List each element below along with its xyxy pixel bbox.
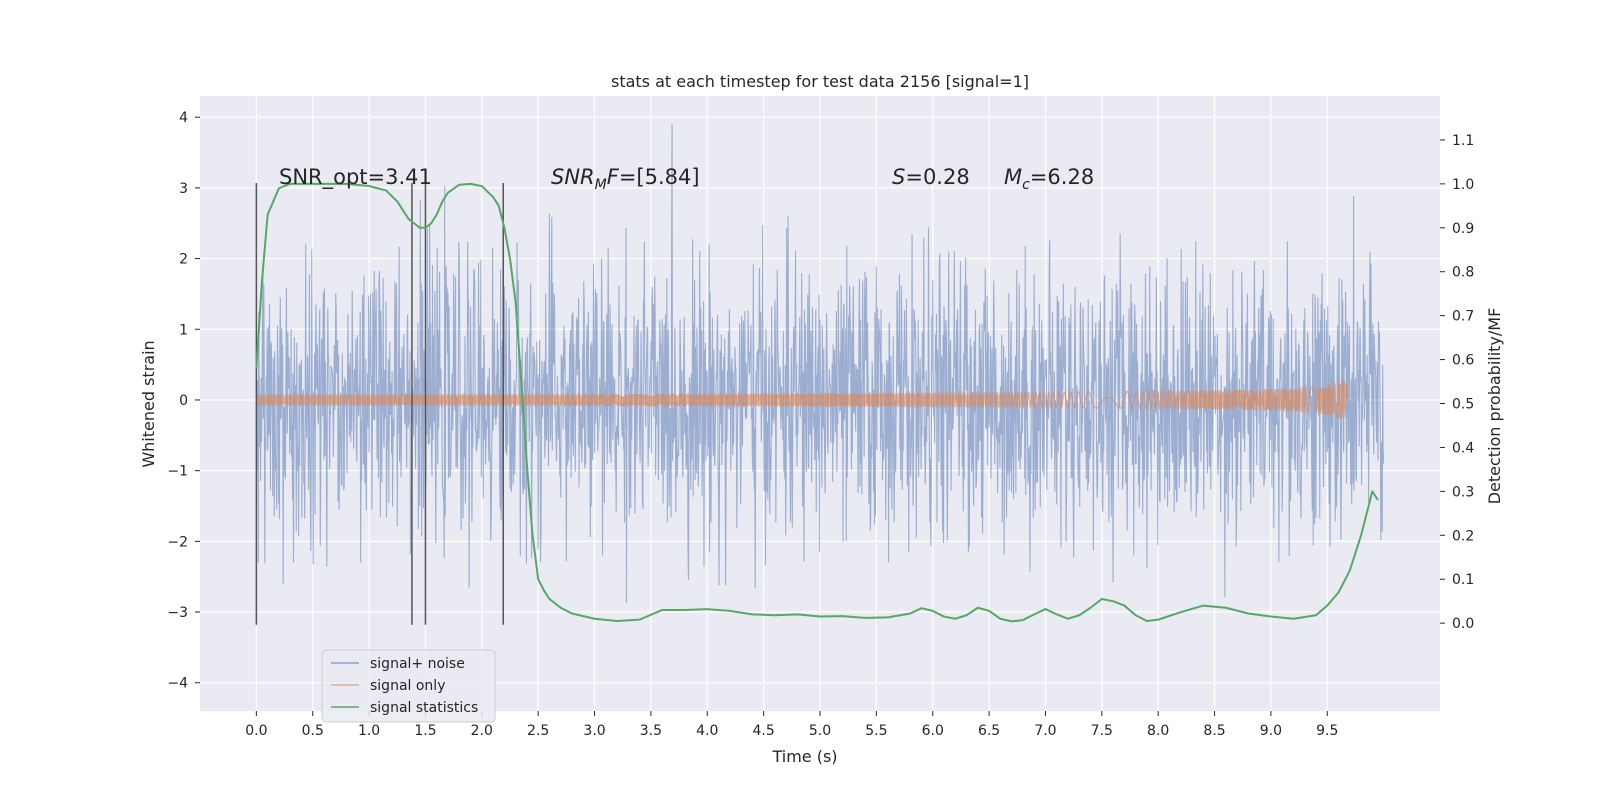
y2-tick-label-5: 0.5 [1452, 397, 1474, 413]
statistics-line [255, 182, 1379, 623]
x-tick-label-11: 5.5 [865, 723, 887, 739]
annotation-s-stat: S=0.28 [892, 165, 970, 189]
x-tick-label-6: 3.0 [583, 723, 605, 739]
x-tick-label-16: 8.0 [1147, 723, 1169, 739]
marker-lines [255, 182, 504, 625]
noise-trace [255, 124, 1385, 603]
annotation-mc-stat: Mc=6.28 [1004, 165, 1094, 193]
x-tick-label-9: 4.5 [753, 723, 775, 739]
x-tick-label-14: 7.0 [1034, 723, 1056, 739]
y2-tick-label-2: 0.2 [1452, 528, 1474, 544]
y2-tick-label-4: 0.4 [1452, 440, 1474, 456]
x-tick-label-8: 4.0 [696, 723, 718, 739]
y-tick-label-7: 3 [179, 181, 188, 197]
x-tick-label-19: 9.5 [1316, 723, 1338, 739]
y2-tick-label-10: 1.0 [1452, 177, 1474, 193]
y-tick-label-0: −4 [167, 676, 188, 692]
y2-tick-label-7: 0.7 [1452, 309, 1474, 325]
chart-title: stats at each timestep for test data 215… [611, 72, 1029, 91]
x-tick-label-1: 0.5 [302, 723, 324, 739]
legend-label-noise: signal+ noise [370, 656, 465, 672]
annotation-snr-opt: SNR_opt=3.41 [279, 165, 432, 190]
y2-tick-label-11: 1.1 [1452, 133, 1474, 149]
y2-tick-label-3: 0.3 [1452, 484, 1474, 500]
signal-statistics-series [255, 182, 1379, 623]
x-axis-label: Time (s) [771, 747, 837, 766]
y-tick-label-2: −2 [167, 534, 188, 550]
y-tick-label-8: 4 [179, 110, 188, 126]
y-tick-label-6: 2 [179, 252, 188, 268]
annotation-snr-mf: SNRMF=[5.84] [551, 165, 700, 193]
y2-axis-label: Detection probability/MF [1485, 308, 1504, 505]
y-axis-label: Whitened strain [139, 340, 158, 467]
signal-plus-noise-series [255, 124, 1385, 603]
y2-tick-label-6: 0.6 [1452, 353, 1474, 369]
x-tick-label-3: 1.5 [414, 723, 436, 739]
legend-label-stats: signal statistics [370, 700, 478, 716]
signal-trace [255, 379, 1349, 419]
y-tick-label-1: −3 [167, 605, 188, 621]
x-tick-label-13: 6.5 [978, 723, 1000, 739]
y-tick-label-5: 1 [179, 322, 188, 338]
signal-only-series [255, 379, 1349, 419]
y2-tick-label-9: 0.9 [1452, 221, 1474, 237]
x-tick-label-12: 6.0 [922, 723, 944, 739]
x-tick-label-0: 0.0 [245, 723, 267, 739]
x-axis-ticks: 0.0 0.5 1.0 1.5 2.0 2.5 3.0 3.5 4.0 4.5 5.0 5.5 6.0 6… [245, 711, 1338, 739]
x-tick-label-5: 2.5 [527, 723, 549, 739]
y2-axis-ticks: 0.0 0.1 0.2 0.3 0.4 0.5 0.6 0.7 0.8 0.9 1.0 1.1 [1440, 133, 1474, 632]
y-tick-label-4: 0 [179, 393, 188, 409]
x-tick-label-2: 1.0 [358, 723, 380, 739]
x-tick-label-4: 2.0 [471, 723, 493, 739]
x-tick-label-10: 5.0 [809, 723, 831, 739]
x-tick-label-15: 7.5 [1091, 723, 1113, 739]
x-tick-label-18: 9.0 [1260, 723, 1282, 739]
y2-tick-label-0: 0.0 [1452, 616, 1474, 632]
y-axis-ticks: −4 −3 −2 −1 0 1 2 3 4 [167, 110, 200, 692]
y2-tick-label-8: 0.8 [1452, 265, 1474, 281]
legend: signal+ noise signal only signal statist… [321, 649, 496, 723]
legend-label-signal: signal only [370, 678, 445, 694]
x-tick-label-17: 8.5 [1203, 723, 1225, 739]
x-tick-label-7: 3.5 [640, 723, 662, 739]
y2-tick-label-1: 0.1 [1452, 572, 1474, 588]
y-tick-label-3: −1 [167, 464, 188, 480]
legend-box [321, 649, 496, 723]
